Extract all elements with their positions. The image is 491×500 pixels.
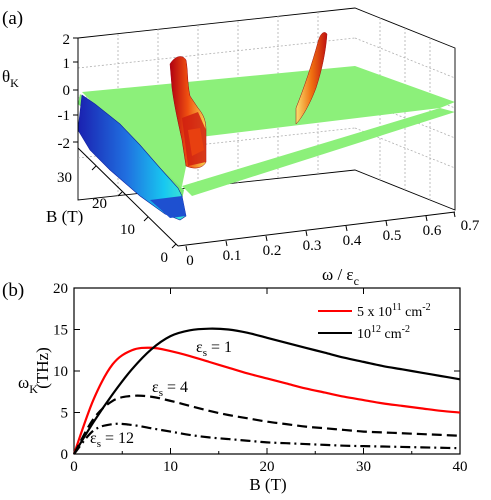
x-tick-label: 20 — [260, 459, 275, 475]
x-tick: 0.3 — [303, 238, 322, 254]
panel-b-axes: 0 10 20 30 40 0 5 10 15 20 — [53, 281, 468, 475]
x-tick-label: 10 — [163, 459, 178, 475]
panel-b: (b) 0 10 20 30 40 0 5 10 15 20 ωK (THz) B (T) 5 x… — [2, 280, 468, 494]
panel-a-x-ticks: 0 0.1 0.2 0.3 0.4 0.5 0.6 0.7 — [186, 218, 480, 269]
legend-entry-1: 5 x 1011 cm-2 — [357, 302, 431, 320]
panel-a-floor — [77, 147, 456, 247]
z-tick: -1 — [58, 108, 71, 124]
x-axis-label: ω / εc — [322, 265, 359, 288]
panel-b-series — [72, 327, 461, 455]
x-tick: 0.7 — [461, 218, 480, 234]
z-tick: 0 — [63, 83, 71, 99]
x-tick: 0.2 — [263, 243, 282, 259]
y-tick: 20 — [92, 196, 107, 212]
z-tick: 2 — [63, 32, 71, 48]
panel-label: (a) — [2, 8, 23, 29]
x-tick: 0.5 — [383, 228, 402, 244]
x-tick-label: 0 — [70, 459, 78, 475]
y-tick-label: 0 — [61, 447, 69, 463]
x-tick-label: 40 — [453, 459, 468, 475]
surface-peak-2 — [295, 32, 328, 125]
x-tick-label: 30 — [356, 459, 371, 475]
x-axis-label: B (T) — [249, 475, 286, 494]
y-axis-unit: (THz) — [33, 347, 52, 389]
panel-a: 2 1 0 -1 -2 θK 30 20 10 0 B (T) — [2, 7, 480, 288]
y-tick-label: 15 — [53, 323, 68, 339]
y-axis-label: ωK — [18, 373, 38, 396]
panel-a-z-axis — [73, 37, 79, 148]
series-line-1 — [72, 346, 461, 455]
x-tick: 0.4 — [343, 233, 362, 249]
y-axis-label: B (T) — [46, 207, 83, 226]
y-tick-label: 10 — [53, 364, 68, 380]
annotation-eps-4: εs = 4 — [152, 379, 188, 399]
x-tick: 0.6 — [423, 223, 442, 239]
series-line-4 — [73, 422, 461, 455]
y-tick-label: 5 — [61, 406, 69, 422]
z-tick: 1 — [63, 56, 71, 72]
y-tick: 30 — [57, 170, 72, 186]
x-tick: 0 — [186, 253, 194, 269]
annotation-eps-1: εs = 1 — [196, 339, 232, 359]
y-tick: 10 — [120, 222, 135, 238]
legend: 5 x 1011 cm-2 1012 cm-2 — [318, 302, 431, 342]
panel-a-z-ticks: 2 1 0 -1 -2 — [58, 32, 71, 152]
z-axis-label: θK — [2, 67, 19, 90]
legend-entry-2: 1012 cm-2 — [357, 324, 410, 342]
series-line-2 — [73, 327, 461, 455]
x-tick: 0.1 — [223, 248, 242, 264]
annotation-eps-12: εs = 12 — [90, 430, 134, 450]
z-tick: -2 — [58, 136, 71, 152]
y-tick: 0 — [161, 250, 169, 266]
series-line-3 — [73, 394, 461, 455]
panel-label: (b) — [2, 280, 24, 301]
y-tick-label: 20 — [53, 281, 68, 297]
panel-a-y-ticks: 30 20 10 0 — [57, 170, 168, 266]
